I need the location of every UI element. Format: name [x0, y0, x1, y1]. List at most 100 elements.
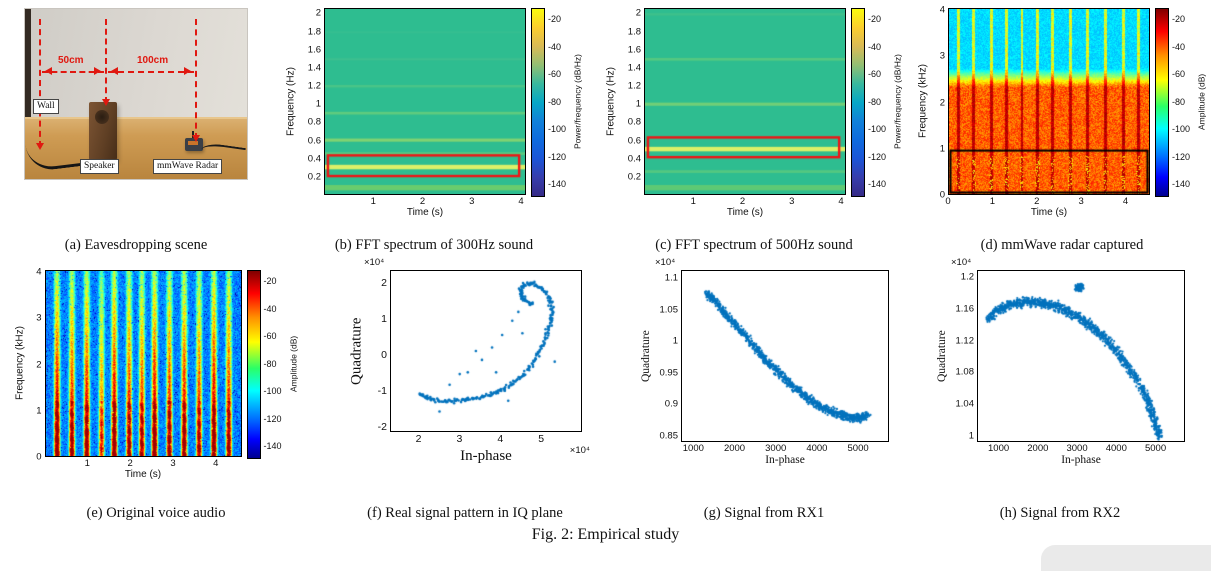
figure-row-1: 50cm 100cm Wall Speaker mmWave Radar (a)… — [0, 0, 1211, 254]
tick-label: -120 — [548, 151, 567, 162]
tick-label: 1 — [968, 430, 974, 442]
tick-label: -20 — [868, 14, 882, 24]
panel-a: 50cm 100cm Wall Speaker mmWave Radar (a)… — [16, 8, 256, 254]
radar-spectrogram-canvas — [949, 9, 1149, 194]
panel-g: Quadrature 0.85 0.9 0.95 1 1.05 1.1 ×10⁴ 1000… — [638, 257, 890, 522]
tick-label: 2 — [739, 196, 746, 207]
tick-label: -20 — [1172, 14, 1186, 24]
d-colorbar-label: Amplitude (dB) — [1196, 73, 1207, 130]
tick-label: 2 — [415, 433, 422, 445]
tick-label: 1 — [84, 458, 90, 469]
b-colorbar-label: Power/frequency (dB/Hz) — [572, 54, 583, 149]
tick-label: -80 — [868, 96, 882, 107]
tick-label: 1.08 — [955, 366, 975, 378]
distance-label-50cm: 50cm — [58, 55, 84, 66]
tick-label: -140 — [548, 179, 567, 189]
distance-label-100cm: 100cm — [137, 55, 169, 66]
tick-label: 5 — [538, 433, 545, 445]
b-colorbar — [531, 8, 545, 197]
tick-label: 1000 — [682, 443, 704, 454]
g-x-axis-label: In-phase — [765, 454, 805, 466]
d-x-ticks: 0 1 2 3 4 — [945, 195, 1150, 207]
figure-caption: Fig. 2: Empirical study — [531, 526, 680, 543]
tick-label: 1.05 — [659, 304, 679, 316]
panel-b: Frequency (Hz) 0.2 0.4 0.6 0.8 1 1.2 1.4 1.6 1.8… — [284, 8, 584, 254]
d-colorbar-ticks: -20 -40 -60 -80 -100 -120 -140 — [1169, 8, 1195, 195]
caption-h: (h) Signal from RX2 — [999, 505, 1121, 521]
b-x-ticks: 1 2 3 4 — [324, 195, 526, 207]
tick-label: 1 — [690, 196, 696, 207]
tick-label: 1.8 — [307, 26, 321, 38]
tick-label: 1 — [381, 312, 387, 325]
tick-label: -100 — [868, 123, 887, 134]
e-y-ticks: 0 1 2 3 4 — [27, 267, 45, 463]
tick-label: 1.6 — [307, 44, 321, 56]
parula-gradient — [532, 9, 544, 196]
iq-scatter-canvas — [391, 271, 581, 431]
tick-label: 4 — [939, 4, 945, 16]
h-y-ticks: 1 1.04 1.08 1.12 1.16 1.2 — [949, 270, 977, 442]
tick-label: 0 — [945, 196, 951, 207]
tick-label: 2 — [419, 196, 426, 207]
tick-label: -100 — [1172, 123, 1191, 134]
tick-label: 2 — [1034, 196, 1040, 207]
jet-gradient — [1156, 9, 1168, 196]
c-plot-area — [644, 8, 846, 195]
panel-c: Frequency (Hz) 0.2 0.4 0.6 0.8 1 1.2 1.4 1.6 1.8… — [604, 8, 904, 254]
b-x-axis-label: Time (s) — [406, 207, 444, 218]
caption-g: (g) Signal from RX1 — [703, 505, 825, 521]
tick-label: 0 — [36, 451, 42, 463]
tick-label: 1 — [315, 98, 321, 110]
voice-spectrogram-canvas — [45, 271, 241, 456]
e-colorbar-label: Amplitude (dB) — [288, 335, 298, 392]
tick-label: 4000 — [806, 443, 828, 454]
tick-label: 2 — [635, 7, 641, 19]
rx1-scatter-canvas — [682, 271, 888, 441]
tick-label: -40 — [263, 303, 277, 314]
tick-label: 4 — [838, 196, 844, 207]
c-y-axis-label: Frequency (Hz) — [605, 67, 617, 136]
tick-label: 0.85 — [659, 430, 679, 442]
tick-label: 1 — [635, 98, 641, 110]
radar-label: mmWave Radar — [153, 159, 223, 174]
e-plot-area — [44, 270, 242, 457]
d-y-ticks: 0 1 2 3 4 — [930, 4, 948, 201]
f-x-ticks: ×10⁴ 2 3 4 5 — [390, 432, 590, 456]
tick-label: 5000 — [847, 443, 869, 454]
tick-label: -100 — [548, 123, 567, 134]
rx2-scatter-canvas — [978, 271, 1184, 441]
panel-d: Frequency (kHz) 0 1 2 3 4 0 1 2 3 4 Time (s) -20… — [914, 4, 1210, 254]
tick-label: 1 — [989, 196, 996, 207]
e-x-axis-label: Time (s) — [124, 469, 162, 480]
tick-label: 0.2 — [307, 171, 321, 183]
tick-label: -140 — [263, 441, 282, 451]
corner-artifact — [1041, 545, 1211, 571]
tick-label: 1.16 — [955, 303, 975, 315]
d-colorbar — [1155, 8, 1169, 197]
wall-marker-line — [36, 19, 44, 150]
tick-label: 4 — [213, 458, 219, 469]
d-y-axis-label: Frequency (kHz) — [917, 64, 929, 139]
c-colorbar-label: Power/frequency (dB/Hz) — [892, 54, 903, 149]
tick-label: 0.6 — [627, 135, 641, 147]
e-colorbar — [246, 270, 261, 459]
wall-label: Wall — [33, 99, 59, 114]
tick-label: 3 — [1078, 196, 1084, 207]
tick-label: 3 — [789, 196, 795, 207]
arrow-left-icon — [107, 67, 118, 75]
distance-arrow-50cm — [42, 67, 104, 75]
h-y-exponent: ×10⁴ — [951, 257, 972, 268]
tick-label: 0.4 — [307, 153, 321, 165]
e-x-ticks: 1 2 3 4 — [45, 457, 242, 469]
tick-label: 4000 — [1105, 443, 1127, 454]
tick-label: 2 — [36, 359, 42, 371]
c-x-ticks: 1 2 3 4 — [644, 195, 846, 207]
tick-label: -20 — [263, 276, 277, 286]
tick-label: 0.95 — [659, 367, 679, 379]
g-plot-area — [681, 270, 889, 442]
tick-label: 0.4 — [627, 153, 641, 165]
tick-label: -60 — [263, 331, 277, 341]
tick-label: 0.8 — [627, 116, 641, 128]
g-y-ticks: 0.85 0.9 0.95 1 1.05 1.1 — [653, 270, 681, 442]
